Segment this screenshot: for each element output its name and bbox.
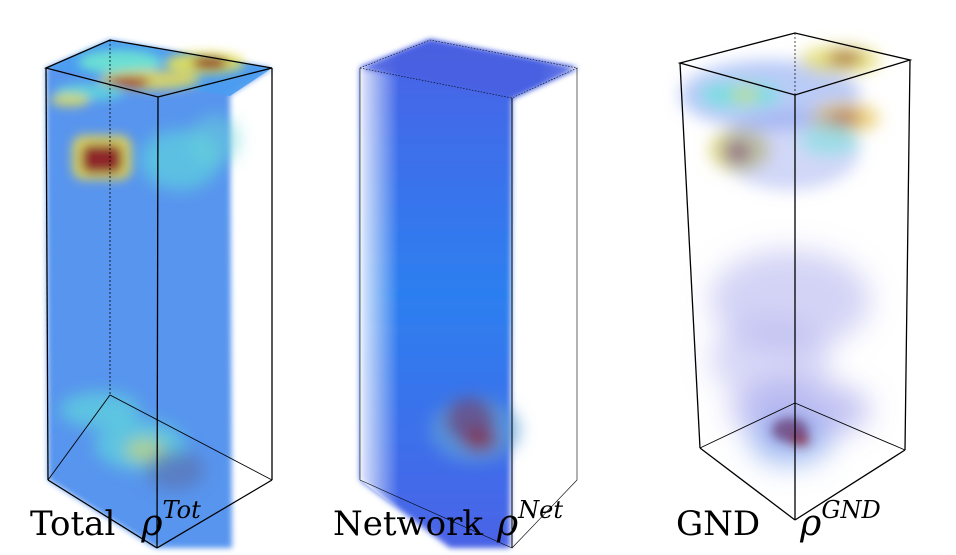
network-rho-symbol: ρNet <box>496 496 563 544</box>
total-rho-symbol: ρTot <box>141 496 201 544</box>
gnd-label: GND <box>676 504 761 544</box>
total-label: Total <box>30 504 116 544</box>
total-density-volume <box>44 39 273 549</box>
gnd-superscript: GND <box>821 496 881 524</box>
network-superscript: Net <box>518 496 563 524</box>
gnd-density-volume <box>677 32 913 521</box>
network-density-volume <box>358 39 578 549</box>
total-caption: Total ρTot <box>30 496 201 552</box>
network-caption: Network ρNet <box>333 496 563 552</box>
total-superscript: Tot <box>162 496 201 524</box>
gnd-caption: GND ρGND <box>676 496 881 552</box>
gnd-rho-symbol: ρGND <box>800 496 881 544</box>
network-label: Network <box>333 504 483 544</box>
